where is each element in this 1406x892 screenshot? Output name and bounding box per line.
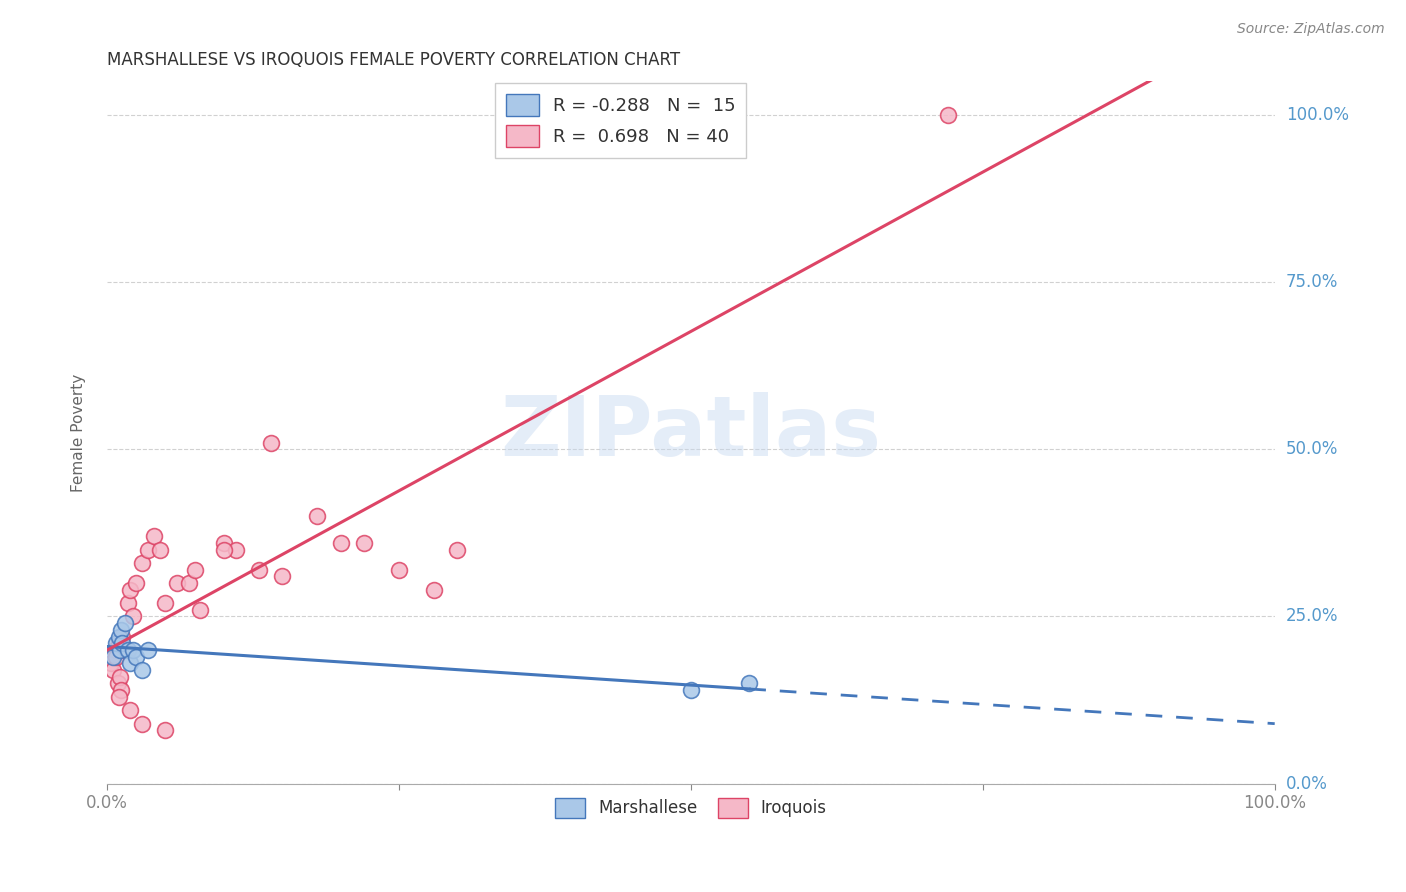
Point: [101, 649, 124, 664]
Point: [108, 670, 131, 684]
Point: [111, 630, 134, 644]
Text: ZIPatlas: ZIPatlas: [501, 392, 882, 473]
Text: MARSHALLESE VS IROQUOIS FEMALE POVERTY CORRELATION CHART: MARSHALLESE VS IROQUOIS FEMALE POVERTY C…: [107, 51, 681, 69]
Point: [136, 542, 159, 557]
Point: [388, 563, 411, 577]
Point: [114, 616, 136, 631]
Point: [225, 542, 247, 557]
Point: [111, 636, 134, 650]
Text: 0.0%: 0.0%: [1286, 775, 1327, 793]
Point: [329, 536, 352, 550]
Point: [117, 643, 139, 657]
Point: [125, 576, 148, 591]
Point: [120, 582, 142, 597]
Point: [212, 536, 235, 550]
Point: [121, 643, 143, 657]
Point: [212, 542, 235, 557]
Point: [423, 582, 446, 597]
Point: [108, 643, 131, 657]
Point: [738, 676, 761, 690]
Point: [105, 636, 128, 650]
Point: [190, 603, 212, 617]
Point: [131, 556, 153, 570]
Point: [104, 643, 127, 657]
Point: [271, 569, 294, 583]
Point: [117, 596, 139, 610]
Point: [446, 542, 468, 557]
Point: [259, 435, 281, 450]
Text: 100.0%: 100.0%: [1286, 106, 1348, 124]
Point: [166, 576, 188, 591]
Text: Source: ZipAtlas.com: Source: ZipAtlas.com: [1237, 22, 1385, 37]
Point: [107, 636, 129, 650]
Point: [136, 643, 159, 657]
Point: [155, 596, 177, 610]
Point: [101, 663, 124, 677]
Point: [107, 690, 129, 704]
Legend: Marshallese, Iroquois: Marshallese, Iroquois: [548, 791, 834, 824]
Point: [125, 649, 148, 664]
Point: [107, 630, 129, 644]
Point: [100, 657, 122, 671]
Point: [121, 609, 143, 624]
Point: [131, 663, 153, 677]
Point: [183, 563, 205, 577]
Point: [307, 509, 329, 524]
Point: [120, 703, 142, 717]
Point: [155, 723, 177, 738]
Point: [679, 683, 702, 698]
Point: [114, 643, 136, 657]
Point: [105, 649, 128, 664]
Point: [131, 716, 153, 731]
Point: [149, 542, 172, 557]
Point: [110, 683, 132, 698]
Point: [107, 676, 129, 690]
Text: 25.0%: 25.0%: [1286, 607, 1339, 625]
Y-axis label: Female Poverty: Female Poverty: [72, 374, 86, 491]
Text: 50.0%: 50.0%: [1286, 441, 1339, 458]
Point: [142, 529, 165, 543]
Point: [353, 536, 375, 550]
Point: [177, 576, 200, 591]
Text: 75.0%: 75.0%: [1286, 273, 1339, 291]
Point: [936, 108, 959, 122]
Point: [247, 563, 270, 577]
Point: [110, 623, 132, 637]
Point: [120, 657, 142, 671]
